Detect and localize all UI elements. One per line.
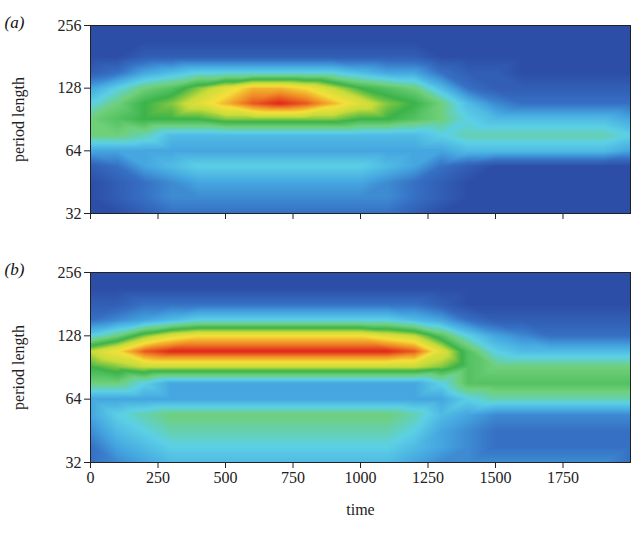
svg-text:256: 256 (58, 17, 82, 34)
svg-text:500: 500 (214, 469, 238, 486)
svg-text:750: 750 (281, 469, 305, 486)
svg-text:1750: 1750 (547, 469, 579, 486)
svg-text:1250: 1250 (412, 469, 444, 486)
svg-text:250: 250 (146, 469, 170, 486)
svg-text:time: time (346, 501, 374, 518)
svg-text:128: 128 (58, 79, 82, 96)
svg-text:128: 128 (58, 327, 82, 344)
svg-text:256: 256 (58, 264, 82, 281)
svg-text:1500: 1500 (480, 469, 512, 486)
svg-text:(a): (a) (5, 13, 25, 32)
svg-text:64: 64 (66, 390, 82, 407)
svg-text:period length: period length (10, 325, 28, 410)
svg-text:1000: 1000 (345, 469, 377, 486)
svg-text:0: 0 (87, 469, 95, 486)
svg-text:64: 64 (66, 142, 82, 159)
svg-text:(b): (b) (5, 260, 25, 279)
svg-text:period length: period length (10, 77, 28, 162)
svg-text:32: 32 (66, 454, 82, 471)
svg-text:32: 32 (66, 205, 82, 222)
